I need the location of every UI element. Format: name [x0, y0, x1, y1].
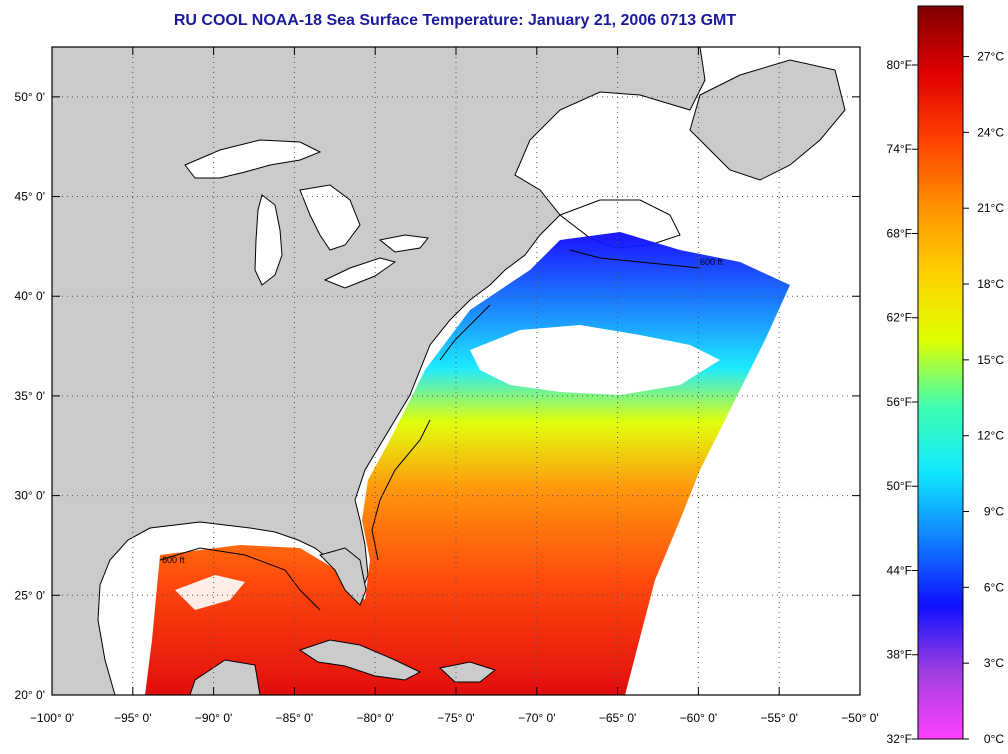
colorbar-celsius-label: 0°C [984, 732, 1004, 746]
colorbar-fahrenheit-label: 68°F [887, 226, 912, 240]
lon-tick-label: −80° 0' [356, 711, 393, 725]
colorbar-celsius-label: 9°C [984, 505, 1004, 519]
contour-shelf-atlantic [371, 249, 701, 561]
lake-ontario [378, 234, 429, 253]
lake-erie [323, 257, 397, 289]
longitude-labels: −100° 0' −95° 0' −90° 0' −85° 0' −80° 0' −75°… [30, 711, 879, 725]
lon-tick-label: −65° 0' [599, 711, 636, 725]
lat-tick-label: 50° 0' [15, 90, 45, 104]
frame-ticks [51, 47, 861, 696]
colorbar-celsius-labels: 0°C 3°C 6°C 9°C 12°C 15°C 18°C 21°C 24°C 27°C [963, 50, 1004, 746]
lat-tick-label: 40° 0' [15, 289, 45, 303]
colorbar-celsius-label: 15°C [977, 353, 1004, 367]
colorbar-celsius-label: 27°C [977, 50, 1004, 64]
lake-superior [184, 139, 322, 179]
latitude-labels: 20° 0' 25° 0' 30° 0' 35° 0' 40° 0' 45° 0' 50° … [15, 90, 45, 702]
lon-tick-label: −85° 0' [276, 711, 313, 725]
contour-shelf-gulf [159, 547, 321, 611]
lon-tick-label: −50° 0' [841, 711, 878, 725]
colorbar-celsius-label: 6°C [984, 580, 1004, 594]
lake-michigan [254, 194, 283, 286]
lat-tick-label: 45° 0' [15, 190, 45, 204]
map-area: 600 ft 600 ft [52, 47, 860, 695]
lon-tick-label: −60° 0' [680, 711, 717, 725]
land-north-america [52, 47, 706, 695]
lon-tick-label: −55° 0' [760, 711, 797, 725]
colorbar-fahrenheit-label: 62°F [887, 311, 912, 325]
land-yucatan [189, 659, 261, 695]
colorbar [917, 5, 964, 740]
land-cuba [298, 639, 422, 681]
lat-tick-label: 25° 0' [15, 588, 45, 602]
land-florida [319, 547, 367, 606]
colorbar-celsius-label: 12°C [977, 429, 1004, 443]
colorbar-fahrenheit-label: 56°F [887, 395, 912, 409]
lon-tick-label: −100° 0' [30, 711, 74, 725]
contour-label-atlantic: 600 ft [700, 257, 723, 267]
lat-tick-label: 35° 0' [15, 389, 45, 403]
colorbar-celsius-label: 21°C [977, 201, 1004, 215]
lon-tick-label: −95° 0' [114, 711, 151, 725]
lon-tick-label: −70° 0' [518, 711, 555, 725]
colorbar-fahrenheit-label: 38°F [887, 648, 912, 662]
colorbar-fahrenheit-label: 50°F [887, 479, 912, 493]
lon-tick-label: −75° 0' [437, 711, 474, 725]
colorbar-celsius-label: 18°C [977, 277, 1004, 291]
lon-tick-label: −90° 0' [195, 711, 232, 725]
map-title: RU COOL NOAA-18 Sea Surface Temperature:… [173, 12, 737, 29]
graticule [52, 47, 860, 695]
lat-tick-label: 30° 0' [15, 489, 45, 503]
contour-label-gulf: 600 ft [162, 555, 185, 565]
colorbar-fahrenheit-label: 74°F [887, 142, 912, 156]
colorbar-celsius-label: 3°C [984, 656, 1004, 670]
lake-huron [299, 184, 361, 251]
cloud-patch-gulf [175, 575, 245, 610]
colorbar-fahrenheit-labels: 32°F 38°F 44°F 50°F 56°F 62°F 68°F 74°F 80°F [887, 58, 918, 746]
cloud-patch-north [470, 325, 720, 395]
colorbar-fahrenheit-label: 32°F [887, 732, 912, 746]
land-hispaniola [438, 661, 497, 683]
colorbar-celsius-label: 24°C [977, 125, 1004, 139]
lat-tick-label: 20° 0' [15, 688, 45, 702]
colorbar-fahrenheit-label: 44°F [887, 563, 912, 577]
colorbar-fahrenheit-label: 80°F [887, 58, 912, 72]
land-atlantic-canada [689, 59, 846, 181]
